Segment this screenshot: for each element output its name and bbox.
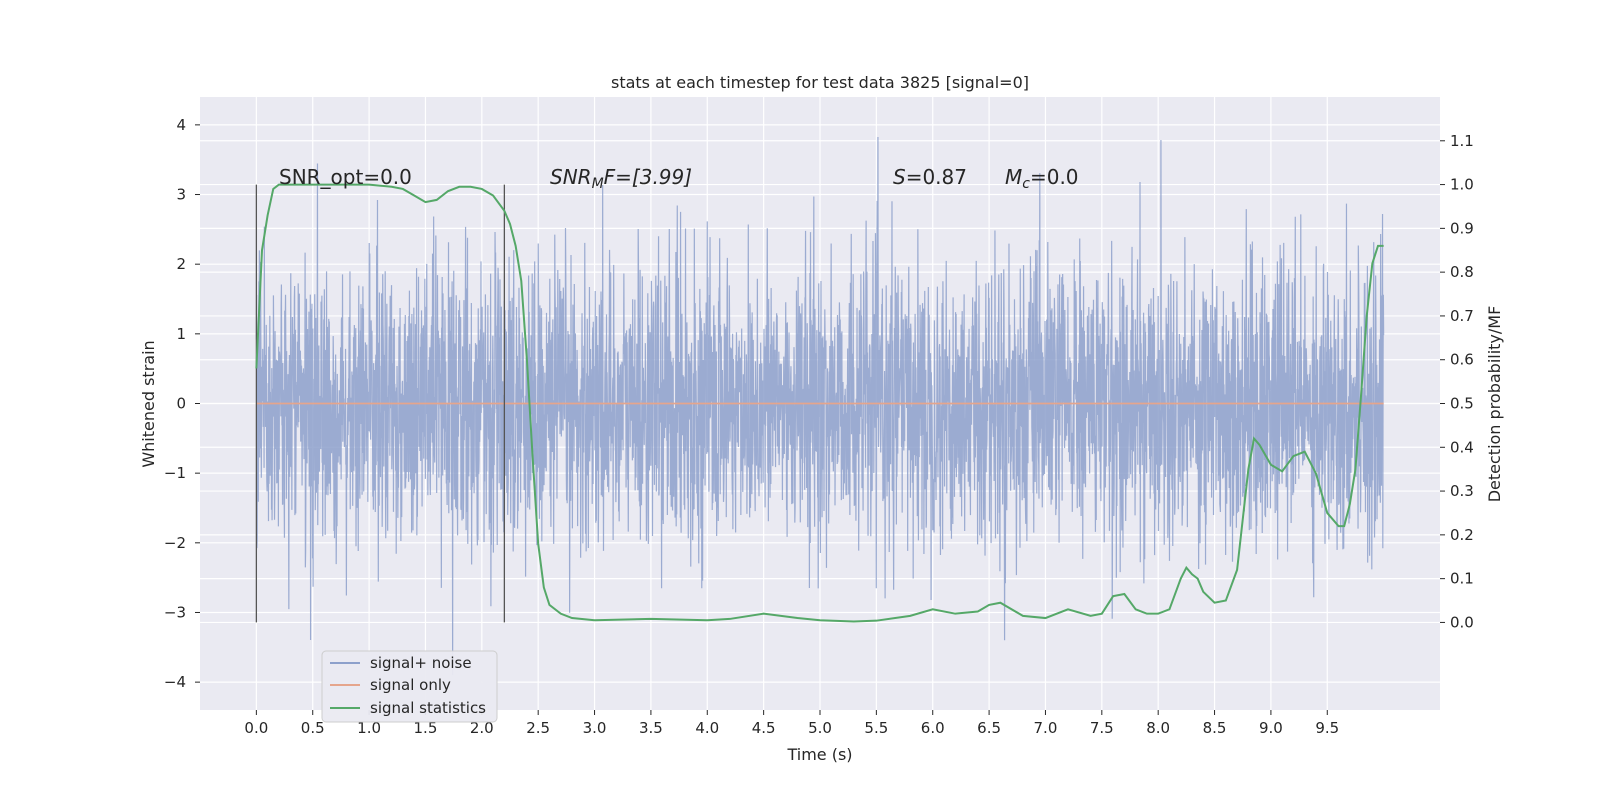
- y-tick-label-left: −3: [164, 603, 186, 621]
- series-signal-noise: [255, 137, 1385, 676]
- y-tick-label-right: 1.1: [1450, 132, 1474, 150]
- x-tick-label: 0.0: [244, 719, 268, 737]
- annotation-snr-mf: SNRMF=[3.99]: [550, 165, 692, 192]
- noise-series: [255, 137, 1385, 676]
- legend-entry-signal: signal only: [370, 676, 451, 694]
- legend-box: [321, 650, 498, 723]
- x-tick-label: 3.5: [639, 719, 663, 737]
- y-tick-label-right: 0.7: [1450, 307, 1474, 325]
- annotation-s-stat: S=0.87: [893, 165, 967, 189]
- x-tick-label: 9.0: [1259, 719, 1283, 737]
- annotation-mc: Mc=0.0: [1005, 165, 1079, 192]
- x-tick-label: 8.0: [1146, 719, 1170, 737]
- statistics-series: [255, 183, 1384, 623]
- x-tick-label: 0.5: [301, 719, 325, 737]
- y-tick-label-left: −2: [164, 534, 186, 552]
- y-tick-label-right: 0.2: [1450, 526, 1474, 544]
- x-axis-label: Time (s): [786, 745, 852, 764]
- y-tick-label-left: 0: [176, 395, 186, 413]
- x-tick-label: 2.5: [526, 719, 550, 737]
- y-tick-label-right: 0.0: [1450, 613, 1474, 631]
- chart-title: stats at each timestep for test data 382…: [611, 73, 1029, 92]
- y-tick-label-left: 1: [176, 325, 186, 343]
- y-tick-label-right: 0.8: [1450, 263, 1474, 281]
- legend-entry-noise: signal+ noise: [370, 654, 472, 672]
- x-tick-label: 6.5: [977, 719, 1001, 737]
- y-tick-label-left: 2: [176, 255, 186, 273]
- ticks: 0.0 0.5 1.0 1.5 2.0 2.5 3.0 3.5 4.0 4.5 5.0 5.5 6.0 6…: [164, 116, 1474, 737]
- y-tick-label-right: 0.1: [1450, 570, 1474, 588]
- x-tick-label: 8.5: [1203, 719, 1227, 737]
- series-signal-statistics: [255, 183, 1384, 623]
- y-tick-label-left: 3: [176, 186, 186, 204]
- y-axis-label-left: Whitened strain: [139, 340, 158, 467]
- x-tick-label: 3.0: [583, 719, 607, 737]
- y-tick-label-right: 1.0: [1450, 176, 1474, 194]
- y-tick-label-right: 0.9: [1450, 219, 1474, 237]
- x-tick-label: 2.0: [470, 719, 494, 737]
- y-tick-label-right: 0.5: [1450, 395, 1474, 413]
- x-tick-label: 9.5: [1315, 719, 1339, 737]
- y-tick-label-left: −4: [164, 673, 186, 691]
- y-tick-label-left: 4: [176, 116, 186, 134]
- x-tick-label: 5.5: [864, 719, 888, 737]
- x-tick-label: 4.0: [695, 719, 719, 737]
- y-tick-label-left: −1: [164, 464, 186, 482]
- x-tick-label: 7.0: [1034, 719, 1058, 737]
- legend: signal+ noise signal only signal statist…: [321, 650, 498, 723]
- x-tick-label: 6.0: [921, 719, 945, 737]
- y-tick-label-right: 0.3: [1450, 482, 1474, 500]
- y-tick-label-right: 0.6: [1450, 351, 1474, 369]
- y-tick-label-right: 0.4: [1450, 438, 1474, 456]
- annotation-snr-opt: SNR_opt=0.0: [279, 165, 412, 189]
- x-tick-label: 1.5: [414, 719, 438, 737]
- x-tick-label: 5.0: [808, 719, 832, 737]
- x-tick-label: 1.0: [357, 719, 381, 737]
- x-tick-label: 7.5: [1090, 719, 1114, 737]
- vertical-markers: [255, 184, 506, 623]
- y-axis-label-right: Detection probability/MF: [1485, 306, 1504, 503]
- x-tick-label: 4.5: [752, 719, 776, 737]
- legend-entry-statistics: signal statistics: [370, 699, 486, 717]
